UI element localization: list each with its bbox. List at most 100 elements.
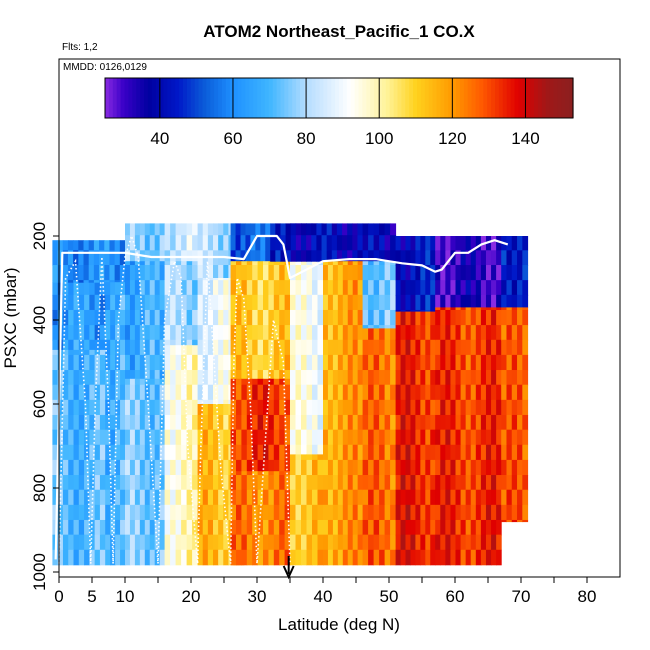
heatmap-cell: [395, 339, 402, 356]
heatmap-cell: [415, 549, 421, 566]
heatmap-cell: [120, 459, 126, 476]
heatmap-cell: [255, 223, 261, 237]
heatmap-cell: [465, 534, 472, 551]
heatmap-cell: [268, 429, 275, 446]
heatmap-cell: [134, 489, 141, 506]
heatmap-cell: [110, 325, 116, 341]
heatmap-cell: [109, 265, 116, 281]
heatmap-cell: [326, 250, 333, 262]
heatmap-cell: [455, 307, 462, 311]
heatmap-cell: [395, 519, 402, 536]
heatmap-cell: [400, 475, 406, 491]
heatmap-cell: [68, 309, 75, 326]
heatmap-cell: [496, 280, 502, 296]
heatmap-cell: [125, 235, 131, 251]
heatmap-cell: [415, 384, 421, 401]
heatmap-cell: [263, 414, 269, 431]
heatmap-cell: [373, 280, 380, 296]
heatmap-cell: [390, 414, 397, 431]
heatmap-cell: [352, 549, 359, 566]
heatmap-cell: [197, 429, 204, 446]
heatmap-cell: [420, 339, 426, 356]
heatmap-cell: [268, 261, 275, 266]
heatmap-cell: [362, 328, 369, 341]
heatmap-cell: [440, 307, 446, 311]
colorbar-swatch: [397, 78, 402, 118]
heatmap-cell: [496, 307, 502, 311]
heatmap-cell: [379, 475, 386, 491]
heatmap-cell: [455, 325, 462, 341]
heatmap-cell: [390, 475, 397, 491]
x-axis: 0 5 10 20 30 40 50 60 70 80: [54, 577, 596, 606]
heatmap-cell: [450, 339, 457, 356]
heatmap-cell: [279, 378, 286, 386]
x-axis-tick-label: 60: [446, 587, 465, 606]
colorbar-swatch: [237, 78, 243, 118]
heatmap-cell: [352, 475, 359, 491]
heatmap-cell: [263, 471, 269, 476]
heatmap-cell: [280, 223, 287, 237]
heatmap-cell: [480, 354, 487, 371]
heatmap-cell: [170, 280, 177, 296]
heatmap-cell: [425, 250, 431, 266]
heatmap-cell: [202, 265, 209, 279]
y-axis-tick-label: 400: [30, 306, 49, 334]
heatmap-cell: [485, 519, 492, 536]
heatmap-cell: [368, 370, 375, 386]
heatmap-cell: [410, 414, 416, 431]
heatmap-cell: [470, 489, 477, 506]
heatmap-cell: [235, 223, 241, 237]
heatmap-cell: [460, 265, 467, 281]
heatmap-cell: [223, 339, 229, 356]
heatmap-cell: [241, 429, 248, 446]
heatmap-cell: [139, 265, 146, 281]
heatmap-cell: [290, 459, 296, 476]
heatmap-cell: [213, 459, 219, 476]
heatmap-cell: [440, 429, 446, 446]
heatmap-cell: [181, 399, 188, 416]
heatmap-cell: [506, 414, 513, 431]
heatmap-cell: [295, 280, 302, 296]
heatmap-cell: [186, 325, 193, 341]
heatmap-cell: [357, 250, 364, 262]
heatmap-cell: [430, 294, 436, 311]
heatmap-cell: [252, 504, 259, 521]
heatmap-cell: [68, 370, 75, 386]
heatmap-cell: [290, 294, 296, 311]
heatmap-cell: [154, 444, 161, 461]
heatmap-cell: [405, 265, 411, 281]
heatmap-cell: [159, 534, 166, 551]
heatmap-cell: [501, 414, 507, 431]
heatmap-cell: [321, 250, 328, 262]
heatmap-cell: [94, 519, 101, 536]
heatmap-cell: [144, 339, 151, 356]
heatmap-cell: [450, 309, 457, 326]
heatmap-cell: [517, 294, 523, 308]
colorbar-swatch: [186, 78, 192, 118]
heatmap-cell: [496, 475, 502, 491]
heatmap-cell: [246, 384, 253, 401]
heatmap-cell: [405, 399, 411, 416]
heatmap-cell: [129, 309, 136, 326]
heatmap-cell: [491, 459, 497, 476]
heatmap-cell: [390, 265, 397, 281]
heatmap-cell: [265, 250, 271, 262]
dates-label: MMDD: 0126,0129: [63, 62, 147, 73]
heatmap-cell: [323, 384, 329, 401]
heatmap-cell: [506, 325, 513, 341]
heatmap-cell: [295, 235, 302, 251]
heatmap-cell: [125, 504, 131, 521]
heatmap-cell: [241, 534, 248, 551]
heatmap-cell: [268, 489, 275, 506]
heatmap-cell: [368, 280, 375, 296]
heatmap-cell: [284, 519, 291, 536]
colorbar-swatch: [436, 78, 441, 118]
colorbar-swatch: [413, 78, 418, 118]
heatmap-cell: [368, 235, 375, 251]
heatmap-cell: [395, 354, 402, 371]
heatmap-cell: [511, 475, 518, 491]
heatmap-cell: [246, 265, 253, 281]
heatmap-cell: [506, 370, 513, 386]
heatmap-cell: [352, 414, 359, 431]
heatmap-cell: [455, 489, 462, 506]
